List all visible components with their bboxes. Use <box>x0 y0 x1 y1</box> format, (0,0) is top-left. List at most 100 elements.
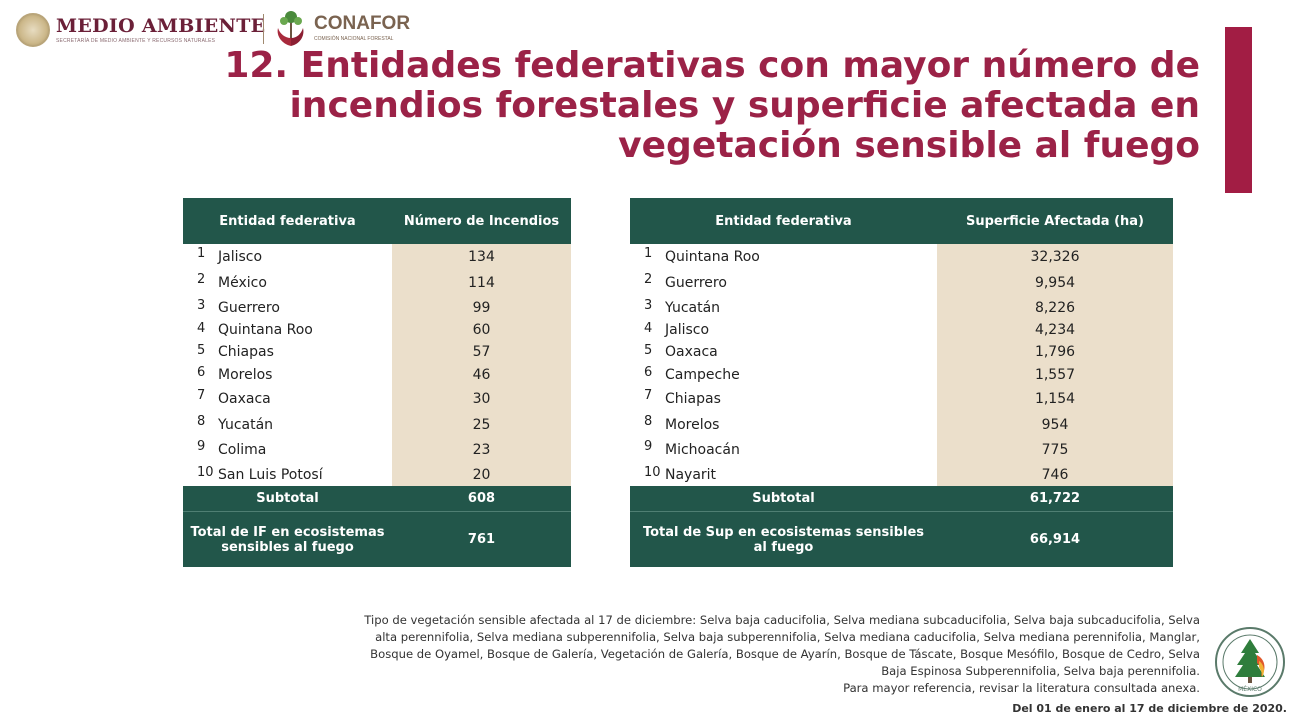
fires-table-body: 1 Jalisco 134 2 México 114 3 Guerrero 99 4 Quintan… <box>183 244 571 486</box>
entity-cell: 5 Chiapas <box>183 341 392 363</box>
column-header-fires: Número de Incendios <box>403 213 560 229</box>
entity-name: Guerrero <box>218 299 280 316</box>
table-row: 7 Chiapas 1,154 <box>630 386 1173 412</box>
logo-divider <box>263 14 264 44</box>
table-row: 2 Guerrero 9,954 <box>630 270 1173 296</box>
rank-number: 9 <box>197 439 206 454</box>
rank-number: 7 <box>197 388 206 403</box>
entity-cell: 10 Nayarit <box>630 463 937 486</box>
area-table-header: Entidad federativa Superficie Afectada (… <box>630 198 1173 244</box>
medio-ambiente-logo: MEDIO AMBIENTE SECRETARÍA DE MEDIO AMBIE… <box>16 8 265 52</box>
table-row: 4 Quintana Roo 60 <box>183 319 571 341</box>
entity-cell: 5 Oaxaca <box>630 341 937 363</box>
rank-number: 6 <box>197 365 206 380</box>
entity-name: Guerrero <box>665 275 727 291</box>
rank-number: 6 <box>644 365 653 380</box>
value-cell: 8,226 <box>937 296 1173 319</box>
table-row: 5 Oaxaca 1,796 <box>630 341 1173 363</box>
rank-number: 10 <box>197 465 214 480</box>
entity-name: Jalisco <box>665 322 710 338</box>
table-row: 4 Jalisco 4,234 <box>630 319 1173 341</box>
footnote-line: Baja Espinosa Subperennifolia, Selva baj… <box>881 664 1200 678</box>
rank-number: 8 <box>197 414 206 429</box>
accent-bar <box>1225 27 1252 193</box>
value-cell: 954 <box>937 412 1173 437</box>
rank-number: 9 <box>644 439 653 454</box>
entity-name: Oaxaca <box>665 344 718 360</box>
entity-name: Colima <box>218 442 267 458</box>
entity-name: Morelos <box>218 366 273 383</box>
footnote-line: Bosque de Oyamel, Bosque de Galería, Veg… <box>370 647 1200 661</box>
value-cell: 30 <box>392 386 571 412</box>
entity-name: México <box>218 275 267 291</box>
rank-number: 1 <box>197 246 206 261</box>
entity-name: San Luis Potosí <box>218 466 323 483</box>
entity-cell: 8 Morelos <box>630 412 937 437</box>
entity-name: Chiapas <box>218 344 274 360</box>
mexico-seal-icon <box>16 13 50 47</box>
page-title: 12. Entidades federativas con mayor núme… <box>200 46 1200 166</box>
entity-name: Yucatán <box>665 299 721 316</box>
value-cell: 99 <box>392 296 571 319</box>
entity-cell: 1 Jalisco <box>183 244 392 270</box>
table-row: 8 Yucatán 25 <box>183 412 571 437</box>
conafor-title: CONAFOR <box>314 13 411 34</box>
conafor-logo: CONAFOR COMISIÓN NACIONAL FORESTAL <box>272 6 410 50</box>
title-line: vegetación sensible al fuego <box>618 125 1200 166</box>
rank-number: 3 <box>197 298 206 313</box>
rank-number: 1 <box>644 246 653 261</box>
entity-cell: 4 Quintana Roo <box>183 319 392 341</box>
entity-cell: 9 Michoacán <box>630 437 937 463</box>
table-row: 10 Nayarit 746 <box>630 463 1173 486</box>
rank-number: 10 <box>644 465 661 480</box>
value-cell: 60 <box>392 319 571 341</box>
fire-management-program-seal-icon: MÉXICO <box>1215 627 1285 697</box>
entity-name: Campeche <box>665 366 740 383</box>
value-cell: 20 <box>392 463 571 486</box>
entity-cell: 7 Oaxaca <box>183 386 392 412</box>
area-table: Entidad federativa Superficie Afectada (… <box>630 198 1173 567</box>
value-cell: 1,154 <box>937 386 1173 412</box>
medio-ambiente-subtitle: SECRETARÍA DE MEDIO AMBIENTE Y RECURSOS … <box>56 38 216 44</box>
rank-number: 4 <box>197 321 206 336</box>
table-row: 3 Guerrero 99 <box>183 296 571 319</box>
value-cell: 23 <box>392 437 571 463</box>
entity-cell: 9 Colima <box>183 437 392 463</box>
fires-table-header: Entidad federativa Número de Incendios <box>183 198 571 244</box>
table-row: 6 Morelos 46 <box>183 363 571 386</box>
entity-name: Michoacán <box>665 442 740 458</box>
rank-number: 2 <box>644 272 653 287</box>
column-header-entity: Entidad federativa <box>219 213 356 229</box>
fires-table: Entidad federativa Número de Incendios 1… <box>183 198 571 567</box>
value-cell: 775 <box>937 437 1173 463</box>
entity-cell: 2 Guerrero <box>630 270 937 296</box>
conafor-tree-icon <box>277 11 304 46</box>
subtotal-label: Subtotal <box>256 491 319 506</box>
table-row: 3 Yucatán 8,226 <box>630 296 1173 319</box>
area-table-body: 1 Quintana Roo 32,326 2 Guerrero 9,954 3 Yucatá… <box>630 244 1173 486</box>
subtotal-label: Subtotal <box>752 491 815 506</box>
entity-cell: 6 Morelos <box>183 363 392 386</box>
entity-cell: 4 Jalisco <box>630 319 937 341</box>
table-row: 2 México 114 <box>183 270 571 296</box>
total-value: 66,914 <box>1029 532 1081 547</box>
table-row: 1 Jalisco 134 <box>183 244 571 270</box>
rank-number: 8 <box>644 414 653 429</box>
conafor-subtitle: COMISIÓN NACIONAL FORESTAL <box>314 36 394 42</box>
footnote-line: Tipo de vegetación sensible afectada al … <box>364 613 1200 627</box>
entity-cell: 6 Campeche <box>630 363 937 386</box>
total-label: Total de IF en ecosistemas sensibles al … <box>190 524 385 555</box>
rank-number: 3 <box>644 298 653 313</box>
entity-cell: 7 Chiapas <box>630 386 937 412</box>
entity-cell: 3 Yucatán <box>630 296 937 319</box>
area-subtotal-row: Subtotal 61,722 <box>630 486 1173 512</box>
area-total-row: Total de Sup en ecosistemas sensibles al… <box>630 512 1173 567</box>
table-row: 5 Chiapas 57 <box>183 341 571 363</box>
title-line: incendios forestales y superficie afecta… <box>289 85 1200 126</box>
value-cell: 46 <box>392 363 571 386</box>
entity-cell: 2 México <box>183 270 392 296</box>
value-cell: 1,796 <box>937 341 1173 363</box>
entity-name: Chiapas <box>665 391 721 407</box>
table-row: 7 Oaxaca 30 <box>183 386 571 412</box>
value-cell: 4,234 <box>937 319 1173 341</box>
